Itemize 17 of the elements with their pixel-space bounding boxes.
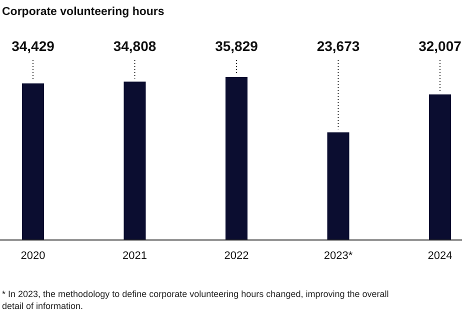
x-tick-label: 2022 <box>224 250 249 262</box>
bar <box>226 77 248 240</box>
bar <box>22 83 44 240</box>
chart-title: Corporate volunteering hours <box>2 6 164 18</box>
x-tick-label: 2020 <box>20 250 46 262</box>
data-label: 34,429 <box>12 38 55 54</box>
bar <box>429 94 451 240</box>
data-label: 23,673 <box>316 38 360 54</box>
text: * In 2023, the methodology to define corporate volunteering hours changed, improving the overall detail of information. <box>2 289 389 311</box>
x-tick-label: 2024 <box>428 250 452 262</box>
x-tick-label: 2023* <box>324 250 354 262</box>
bar <box>124 82 146 240</box>
data-label: 35,829 <box>215 38 258 54</box>
data-label: 34,808 <box>113 38 156 54</box>
data-label: 32,007 <box>418 38 462 54</box>
x-tick-label: 2021 <box>122 250 147 262</box>
bar <box>327 132 350 240</box>
